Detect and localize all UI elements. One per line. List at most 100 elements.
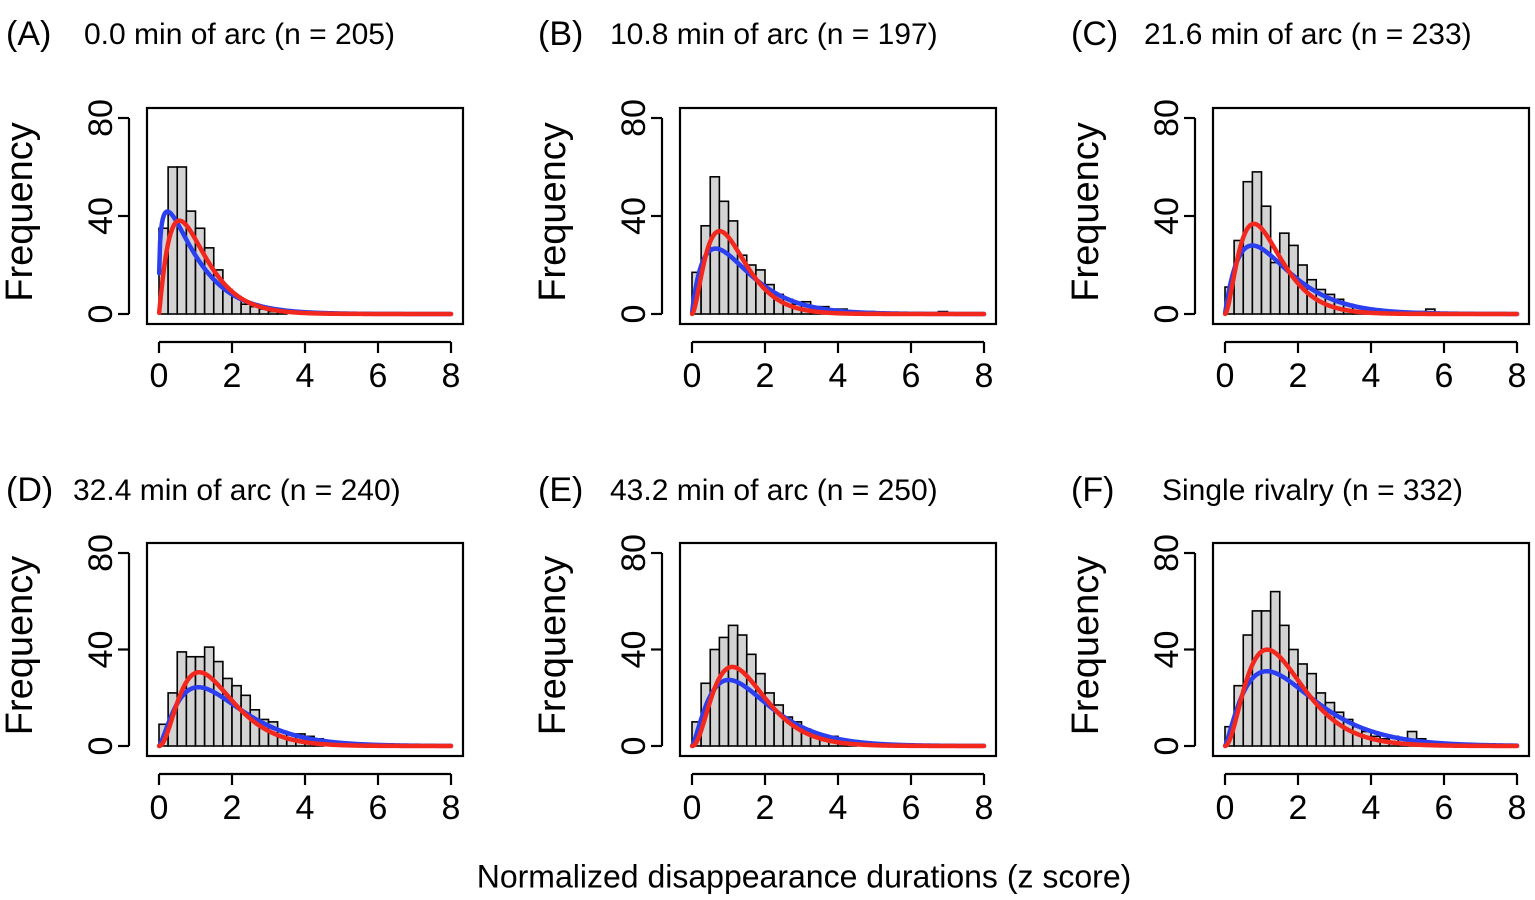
plot-frame [1211, 106, 1531, 326]
histogram-bar [240, 303, 252, 315]
plot-frame [1211, 541, 1531, 758]
red-fit-curve [689, 664, 987, 749]
x-tick-label: 6 [902, 789, 921, 827]
x-tick-label: 8 [975, 357, 994, 395]
histogram-bar [745, 653, 757, 747]
x-tick-label: 2 [756, 789, 775, 827]
histogram-bar [1260, 205, 1272, 315]
y-tick-label: 40 [615, 631, 653, 669]
x-tick-label: 0 [1216, 357, 1235, 395]
x-tick-label: 0 [150, 357, 169, 395]
x-tick-label: 4 [1362, 789, 1381, 827]
x-tick-label: 8 [1508, 357, 1527, 395]
y-tick-label: 0 [615, 305, 653, 324]
red-fit-curve [156, 670, 454, 749]
y-axis-label: Frequency [532, 556, 574, 736]
y-axis-label: Frequency [1065, 122, 1107, 302]
histogram-bar [718, 636, 730, 747]
red-fit-curve [156, 218, 454, 317]
panel-e: (E) 43.2 min of arc (n = 250)0 2 4 6 804080Fr… [532, 471, 998, 827]
x-tick-label: 0 [683, 789, 702, 827]
y-tick-label: 40 [82, 631, 120, 669]
histogram-bar [1306, 672, 1318, 747]
x-tick-label: 4 [296, 357, 315, 395]
panel-letter: (F) [1071, 471, 1114, 509]
x-tick-label: 6 [369, 789, 388, 827]
y-tick-label: 80 [1148, 99, 1186, 137]
histogram-bar [727, 220, 739, 315]
panel-letter: (C) [1071, 15, 1118, 53]
x-tick-label: 6 [369, 357, 388, 395]
y-tick-label: 0 [82, 305, 120, 324]
histogram-bar [203, 646, 215, 747]
x-tick-label: 4 [829, 357, 848, 395]
histogram-bar [1288, 648, 1299, 747]
x-tick-label: 2 [1289, 357, 1308, 395]
panel-f: (F) Single rivalry (n = 332)0 2 4 6 804080Fre… [1065, 471, 1531, 827]
y-axis-label: Frequency [0, 122, 41, 302]
histogram-bar [718, 200, 730, 315]
plot-frame [678, 541, 998, 758]
histogram-bar [709, 176, 721, 315]
x-tick-label: 8 [442, 789, 461, 827]
x-tick-label: 4 [296, 789, 315, 827]
histogram-bar [1251, 171, 1263, 315]
histogram-bar [185, 655, 197, 747]
y-axis-label: Frequency [0, 556, 41, 736]
y-tick-label: 80 [82, 534, 120, 572]
plot-frame [145, 541, 465, 758]
panel-title: 10.8 min of arc (n = 197) [610, 18, 938, 51]
x-tick-label: 8 [975, 789, 994, 827]
y-tick-label: 80 [1148, 534, 1186, 572]
plot-frame [678, 106, 998, 326]
histogram-bar [1297, 663, 1308, 747]
y-tick-label: 40 [615, 197, 653, 235]
histogram-bar [1269, 261, 1281, 315]
x-tick-label: 8 [1508, 789, 1527, 827]
x-tick-label: 2 [756, 357, 775, 395]
y-tick-label: 40 [1148, 631, 1186, 669]
histogram-bar [1278, 624, 1290, 747]
panel-letter: (A) [6, 15, 51, 53]
x-tick-label: 0 [1216, 789, 1235, 827]
x-tick-label: 4 [829, 789, 848, 827]
panel-title: 0.0 min of arc (n = 205) [84, 18, 395, 51]
histogram-bar [231, 684, 242, 747]
histogram-bar [240, 694, 252, 747]
histogram-bar [755, 672, 766, 747]
panel-letter: (B) [538, 15, 583, 53]
x-tick-label: 6 [1435, 789, 1454, 827]
y-tick-label: 80 [615, 99, 653, 137]
y-tick-label: 80 [615, 534, 653, 572]
x-tick-label: 0 [150, 789, 169, 827]
y-axis-label: Frequency [1065, 556, 1107, 736]
y-tick-label: 0 [82, 737, 120, 756]
panel-d: (D) 32.4 min of arc (n = 240)0 2 4 6 804080Fr… [0, 471, 465, 827]
panel-b: (B) 10.8 min of arc (n = 197)0 2 4 6 804080Fr… [532, 15, 998, 395]
y-tick-label: 0 [1148, 305, 1186, 324]
red-fit-curve [1222, 221, 1520, 317]
red-fit-curve [689, 228, 987, 317]
histogram-bar [1269, 590, 1281, 747]
panel-title: 43.2 min of arc (n = 250) [610, 474, 938, 507]
x-tick-label: 4 [1362, 357, 1381, 395]
panel-a: (A) 0.0 min of arc (n = 205)0 2 4 6 804080Fre… [0, 15, 465, 395]
y-tick-label: 80 [82, 99, 120, 137]
panel-c: (C) 21.6 min of arc (n = 233)0 2 4 6 804080Fr… [1065, 15, 1531, 395]
x-tick-label: 6 [1435, 357, 1454, 395]
red-fit-curve [1222, 647, 1520, 749]
y-tick-label: 40 [1148, 197, 1186, 235]
x-tick-label: 8 [442, 357, 461, 395]
histogram-bar [212, 660, 224, 747]
panel-letter: (D) [6, 471, 53, 509]
x-tick-label: 2 [223, 789, 242, 827]
x-tick-label: 0 [683, 357, 702, 395]
y-tick-label: 0 [1148, 737, 1186, 756]
common-x-axis-label: Normalized disappearance durations (z sc… [477, 858, 1132, 894]
panel-title: 32.4 min of arc (n = 240) [73, 474, 401, 507]
y-axis-label: Frequency [532, 122, 574, 302]
panel-title: Single rivalry (n = 332) [1162, 474, 1463, 507]
histogram-bar [755, 269, 766, 315]
y-tick-label: 40 [82, 197, 120, 235]
